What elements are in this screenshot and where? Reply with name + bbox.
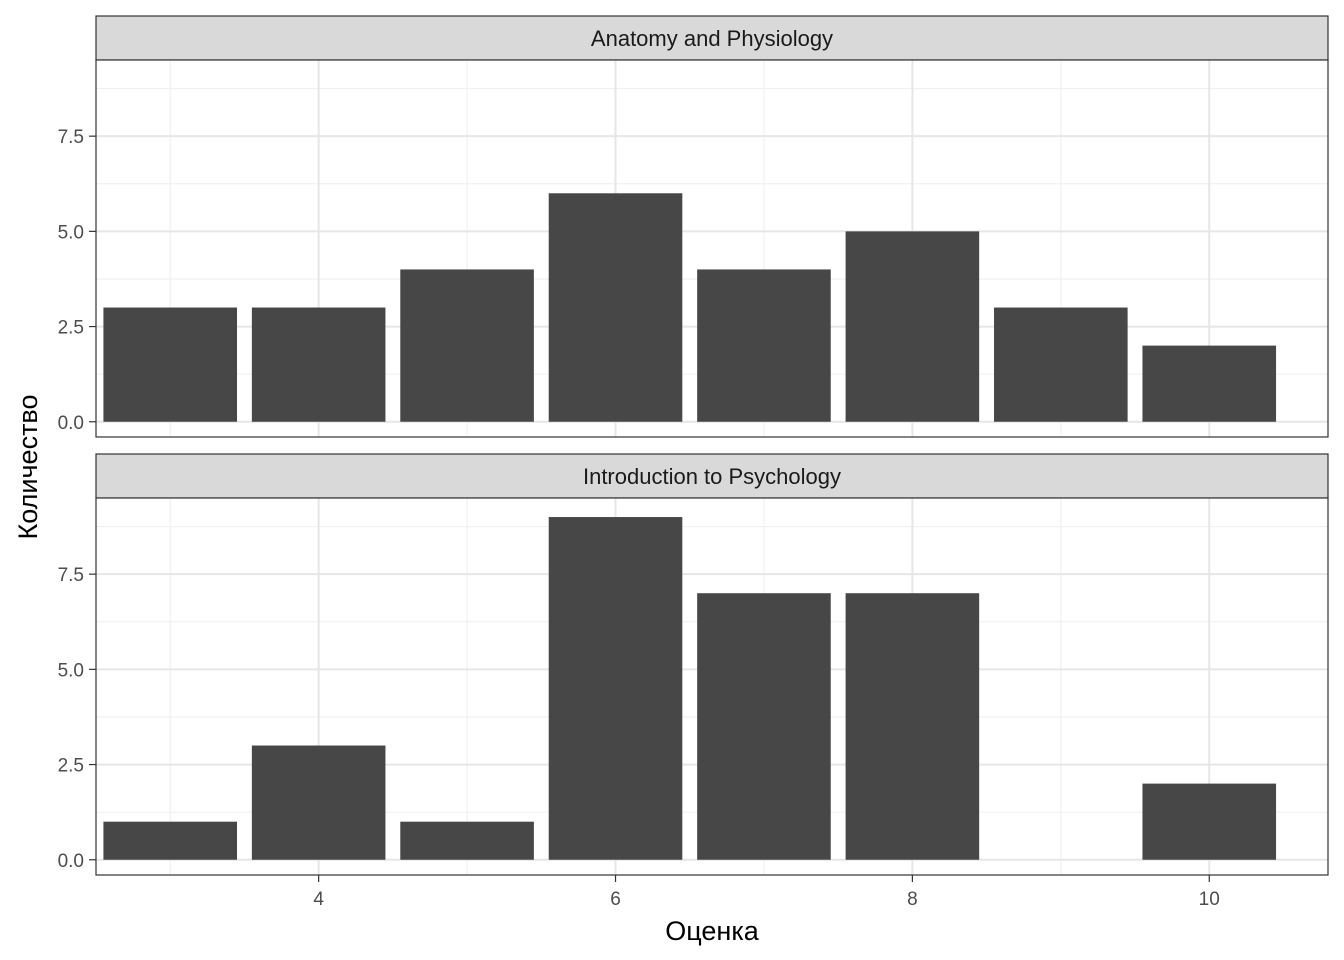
bar bbox=[400, 269, 534, 422]
facet-panel: Introduction to Psychology 0.0 2.5 5.0 7.5 bbox=[58, 453, 1329, 876]
bar bbox=[103, 307, 238, 422]
y-tick-label: 2.5 bbox=[58, 318, 84, 339]
x-tick-label: 10 bbox=[1199, 889, 1220, 910]
facet-strip bbox=[95, 453, 1329, 499]
x-axis: 4 6 8 10 bbox=[313, 875, 1220, 910]
bar bbox=[1142, 345, 1277, 422]
facet-strip bbox=[95, 15, 1329, 61]
y-tick-label: 7.5 bbox=[58, 565, 84, 586]
y-axis-title: Количество bbox=[13, 395, 43, 540]
y-tick-label: 5.0 bbox=[58, 660, 84, 681]
bar bbox=[103, 821, 238, 860]
bar bbox=[548, 517, 683, 860]
y-tick-label: 7.5 bbox=[58, 127, 84, 148]
y-tick-label: 2.5 bbox=[58, 756, 84, 777]
x-tick-label: 8 bbox=[907, 889, 918, 910]
bar bbox=[845, 231, 980, 422]
facet-title: Anatomy and Physiology bbox=[591, 26, 833, 51]
y-tick-label: 0.0 bbox=[58, 413, 84, 434]
x-axis-title: Оценка bbox=[665, 916, 759, 946]
panel-border bbox=[95, 497, 1329, 876]
facet-title: Introduction to Psychology bbox=[583, 464, 841, 489]
bar bbox=[845, 593, 980, 860]
bar bbox=[697, 593, 831, 860]
bar bbox=[548, 193, 683, 422]
facet-panel: Anatomy and Physiology 0.0 2.5 5.0 7.5 bbox=[58, 15, 1329, 438]
y-tick-label: 0.0 bbox=[58, 851, 84, 872]
bar bbox=[251, 745, 386, 860]
bar bbox=[1142, 783, 1277, 860]
x-tick-label: 6 bbox=[610, 889, 621, 910]
panel-border bbox=[95, 59, 1329, 438]
bar bbox=[994, 307, 1128, 422]
y-tick-label: 5.0 bbox=[58, 222, 84, 243]
bar bbox=[400, 821, 534, 860]
x-tick-label: 4 bbox=[313, 889, 324, 910]
bar bbox=[697, 269, 831, 422]
bar bbox=[251, 307, 386, 422]
